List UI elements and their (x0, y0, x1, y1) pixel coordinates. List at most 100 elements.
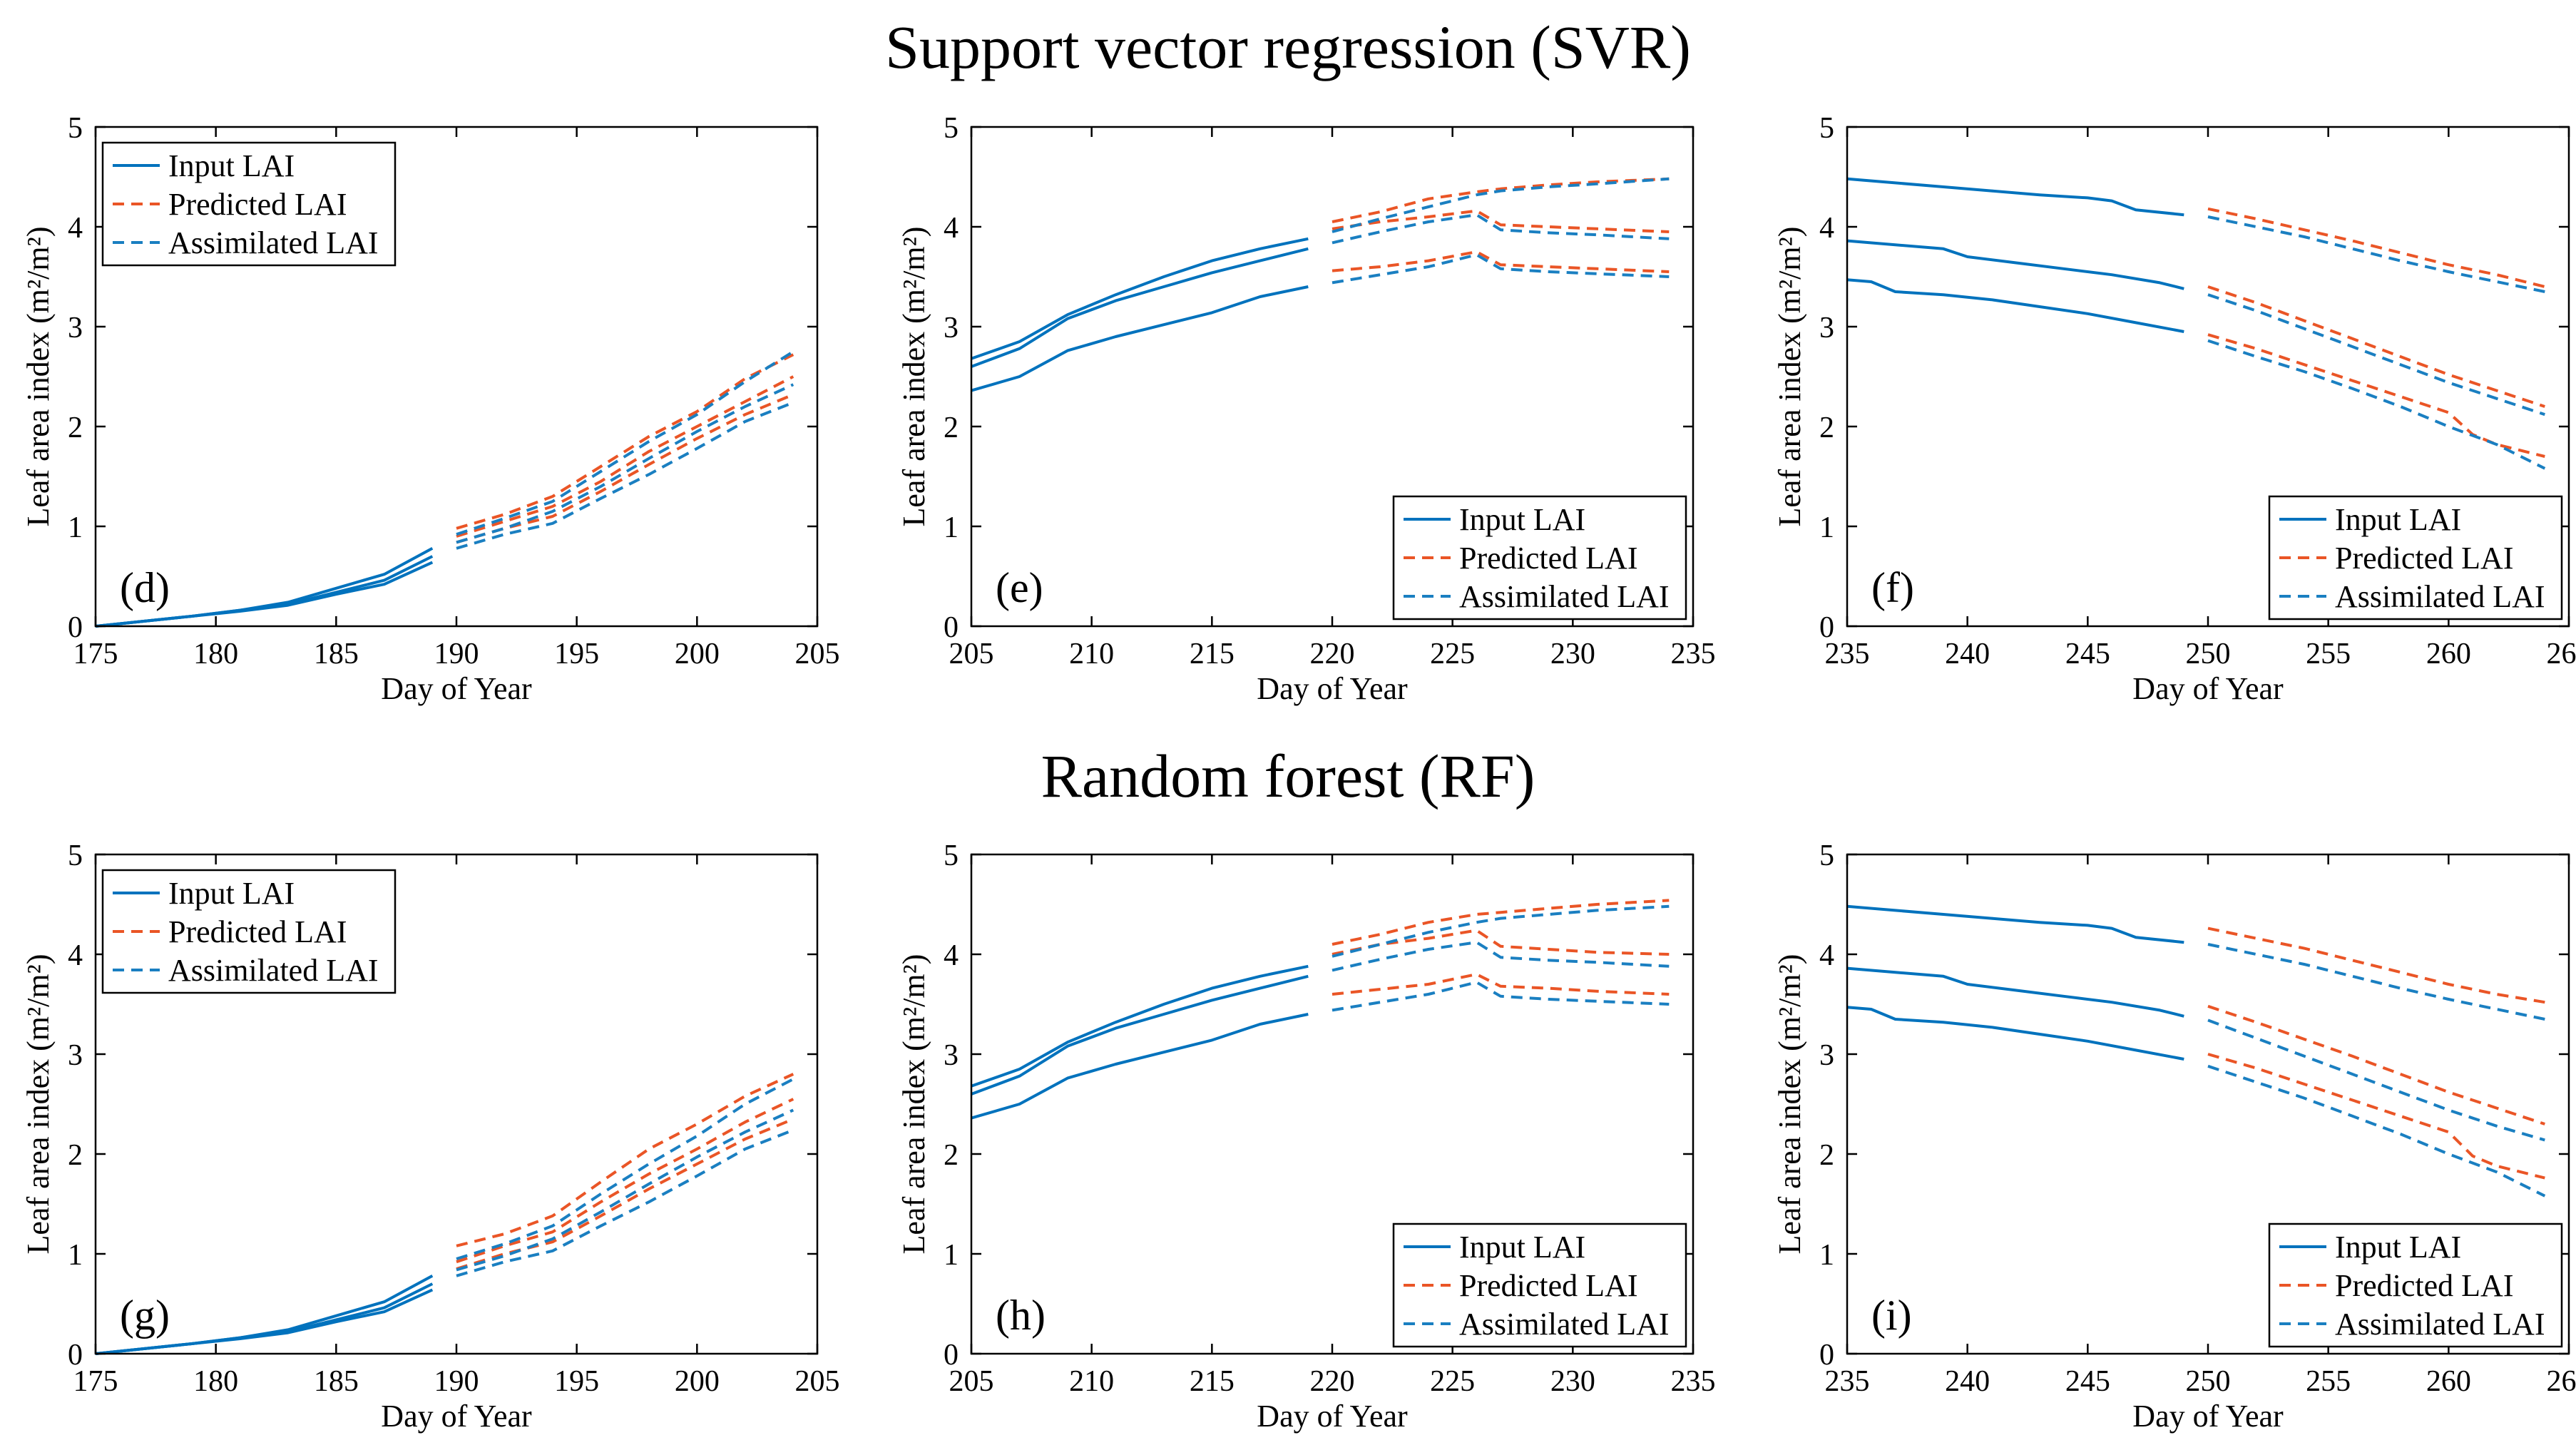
x-tick-label: 215 (1190, 1365, 1235, 1398)
series-line-assimilated-lai-7 (456, 383, 794, 544)
series-line-assimilated-lai-8 (2207, 1064, 2546, 1198)
x-tick-label: 235 (1671, 1365, 1716, 1398)
y-tick-label: 3 (1819, 312, 1834, 344)
series-line-assimilated-lai-8 (1332, 981, 1670, 1012)
y-tick-label: 2 (1819, 412, 1834, 444)
series-line-assimilated-lai-6 (2207, 943, 2545, 1021)
y-tick-label: 5 (1819, 112, 1834, 145)
y-axis-label: Leaf area index (m²/m²) (1772, 227, 1807, 527)
panel-label: (e) (996, 564, 1043, 611)
series-line-predicted-lai-5 (1332, 250, 1670, 273)
x-tick-label: 180 (193, 1365, 238, 1398)
legend-label: Input LAI (1459, 502, 1585, 537)
legend-label: Input LAI (168, 148, 295, 183)
series-line-predicted-lai-5 (1332, 973, 1670, 996)
y-tick-label: 4 (68, 212, 83, 245)
chart-panel-h: 205 210 215 220 225 230 235 0 1 2 3 4 5 Day of Year Le… (896, 839, 1716, 1434)
x-axis-label: Day of Year (381, 671, 532, 706)
y-tick-label: 3 (944, 1039, 959, 1072)
x-tick-label: 205 (795, 1365, 840, 1398)
series-line-predicted-lai-3 (2207, 207, 2545, 288)
x-axis-label: Day of Year (2132, 671, 2284, 706)
panel-label: (f) (1871, 564, 1914, 611)
y-tick-label: 3 (1819, 1039, 1834, 1072)
y-tick-label: 0 (1819, 611, 1834, 644)
x-tick-label: 245 (2065, 638, 2110, 670)
legend-label: Input LAI (2335, 1230, 2461, 1265)
series-group (971, 899, 1670, 1120)
x-tick-label: 225 (1430, 638, 1475, 670)
x-tick-label: 255 (2306, 638, 2351, 670)
legend-label: Input LAI (2335, 502, 2461, 537)
panel-label: (g) (120, 1292, 170, 1339)
chart-panel-f: 235 240 245 250 255 260 265 0 1 2 3 4 5 Day of Year Le… (1772, 112, 2576, 706)
y-axis-label: Leaf area index (m²/m²) (896, 227, 931, 527)
series-line-predicted-lai-4 (456, 375, 794, 538)
chart-panel-i: 235 240 245 250 255 260 265 0 1 2 3 4 5 Day of Year Le… (1772, 839, 2576, 1434)
y-tick-label: 4 (944, 939, 959, 972)
series-line-assimilated-lai-8 (1332, 253, 1670, 285)
y-tick-label: 0 (1819, 1339, 1834, 1372)
series-line-input-lai-0 (1846, 904, 2184, 944)
x-tick-label: 225 (1430, 1365, 1475, 1398)
series-line-assimilated-lai-6 (2207, 215, 2545, 293)
y-tick-label: 2 (944, 412, 959, 444)
series-line-input-lai-1 (1846, 966, 2184, 1018)
x-tick-label: 230 (1550, 638, 1595, 670)
x-tick-label: 205 (795, 638, 840, 670)
y-tick-label: 3 (68, 312, 83, 344)
series-line-input-lai-1 (971, 974, 1309, 1096)
x-axis-label: Day of Year (1257, 671, 1408, 706)
x-tick-label: 195 (554, 1365, 599, 1398)
y-tick-label: 1 (1819, 1239, 1834, 1272)
series-line-input-lai-0 (971, 964, 1309, 1088)
y-axis-label: Leaf area index (m²/m²) (1772, 954, 1807, 1255)
legend-label: Predicted LAI (1459, 1268, 1637, 1303)
x-tick-label: 250 (2186, 1365, 2231, 1398)
chart-panel-e: 205 210 215 220 225 230 235 0 1 2 3 4 5 Day of Year Le… (896, 112, 1716, 706)
y-tick-label: 4 (1819, 212, 1834, 245)
y-tick-label: 5 (68, 839, 83, 872)
series-line-predicted-lai-5 (456, 393, 794, 544)
x-tick-label: 250 (2186, 638, 2231, 670)
series-group (95, 1073, 794, 1355)
x-tick-label: 175 (73, 638, 118, 670)
x-tick-label: 190 (434, 1365, 479, 1398)
x-tick-label: 210 (1069, 638, 1114, 670)
row-title-svr: Support vector regression (SVR) (885, 13, 1691, 81)
legend-label: Predicted LAI (1459, 541, 1637, 576)
panel-label: (d) (120, 564, 170, 611)
series-line-input-lai-2 (95, 561, 434, 628)
series-line-input-lai-1 (1846, 239, 2184, 290)
legend-label: Input LAI (168, 876, 295, 911)
y-tick-label: 5 (1819, 839, 1834, 872)
x-tick-label: 260 (2426, 1365, 2471, 1398)
x-tick-label: 220 (1310, 1365, 1355, 1398)
legend-label: Assimilated LAI (168, 953, 379, 988)
y-tick-label: 5 (944, 839, 959, 872)
series-line-assimilated-lai-7 (1332, 213, 1670, 245)
legend-box (1392, 495, 1687, 621)
x-tick-label: 215 (1190, 638, 1235, 670)
panel-label: (i) (1871, 1292, 1912, 1339)
y-tick-label: 4 (1819, 939, 1834, 972)
y-tick-label: 0 (944, 1339, 959, 1372)
x-tick-label: 260 (2426, 638, 2471, 670)
series-line-input-lai-2 (95, 1288, 434, 1355)
x-axis-label: Day of Year (1257, 1399, 1408, 1434)
series-line-predicted-lai-5 (2207, 1053, 2545, 1180)
y-tick-label: 2 (68, 1139, 83, 1172)
series-line-predicted-lai-4 (2207, 285, 2545, 408)
y-axis-label: Leaf area index (m²/m²) (21, 954, 56, 1255)
series-line-predicted-lai-3 (1332, 177, 1670, 223)
y-tick-label: 1 (68, 511, 83, 544)
series-line-assimilated-lai-6 (1332, 904, 1670, 958)
x-tick-label: 210 (1069, 1365, 1114, 1398)
x-tick-label: 265 (2547, 638, 2576, 670)
